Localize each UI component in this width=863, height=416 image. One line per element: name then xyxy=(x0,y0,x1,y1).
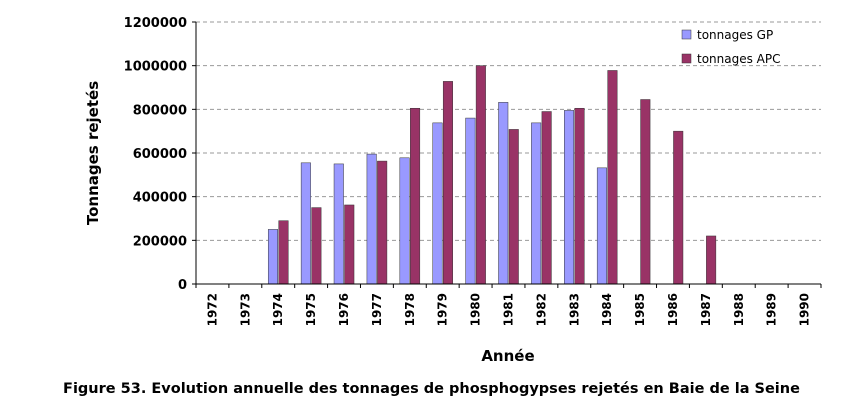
x-tick-label: 1983 xyxy=(567,293,581,326)
bar-gp-1974 xyxy=(267,229,278,285)
bar-apc-1982 xyxy=(541,111,552,285)
x-tick-label: 1987 xyxy=(699,293,713,326)
bar-apc-1984 xyxy=(607,70,618,285)
bar-gp-1979 xyxy=(432,122,443,285)
x-tick-label: 1976 xyxy=(337,293,351,326)
legend: tonnages GP tonnages APC xyxy=(681,28,781,66)
bar-gp-1981 xyxy=(498,102,509,285)
grid-lines xyxy=(196,21,821,241)
legend-swatch xyxy=(681,53,692,64)
x-tick-label: 1990 xyxy=(798,293,812,326)
bar-gp-1978 xyxy=(399,157,410,285)
y-axis-title: Tonnages rejetés xyxy=(84,81,102,225)
bar-gp-1977 xyxy=(366,153,377,285)
x-tick-label: 1974 xyxy=(271,293,285,326)
x-axis-title: Année xyxy=(481,347,534,365)
bar-chart: 020000040000060000080000010000001200000 … xyxy=(84,16,822,365)
x-tick-label: 1982 xyxy=(534,293,548,326)
x-tick-label: 1975 xyxy=(304,293,318,326)
bar-apc-1981 xyxy=(508,129,519,285)
x-tick-label: 1984 xyxy=(600,293,614,326)
bar-apc-1980 xyxy=(475,65,486,285)
bar-apc-1974 xyxy=(278,220,289,285)
bar-apc-1979 xyxy=(442,81,453,285)
x-tick-label: 1980 xyxy=(469,293,483,326)
bar-apc-1975 xyxy=(311,207,322,285)
bar-gp-1982 xyxy=(531,122,542,285)
bar-apc-1985 xyxy=(640,99,651,285)
x-tick-label: 1981 xyxy=(502,293,516,326)
x-tick-label: 1972 xyxy=(205,293,219,326)
y-tick-label: 1200000 xyxy=(124,16,187,31)
y-tick-label: 600000 xyxy=(133,147,187,162)
bar-apc-1983 xyxy=(574,107,585,285)
figure-caption: Figure 53. Evolution annuelle des tonnag… xyxy=(63,381,800,397)
x-tick-label: 1978 xyxy=(403,293,417,326)
bars xyxy=(267,65,717,285)
bar-gp-1984 xyxy=(596,167,607,285)
bar-gp-1980 xyxy=(465,117,476,285)
bar-apc-1977 xyxy=(377,160,388,285)
bar-apc-1976 xyxy=(344,204,355,285)
y-tick-label: 0 xyxy=(178,278,187,293)
bar-gp-1975 xyxy=(300,162,311,285)
bar-apc-1987 xyxy=(706,235,717,285)
legend-label: tonnages GP xyxy=(697,28,773,42)
legend-swatch xyxy=(681,29,692,40)
x-tick-label: 1979 xyxy=(436,293,450,326)
legend-label: tonnages APC xyxy=(697,52,781,66)
x-ticks: 1972 1973 1974 1975 1976 1977 1978 1979 1980 1981… xyxy=(195,284,822,326)
x-tick-label: 1985 xyxy=(633,293,647,326)
x-tick-label: 1989 xyxy=(765,293,779,326)
y-tick-label: 1000000 xyxy=(124,60,187,75)
x-tick-label: 1973 xyxy=(238,293,252,326)
bar-gp-1983 xyxy=(564,110,575,285)
bar-apc-1986 xyxy=(673,130,684,285)
y-tick-label: 400000 xyxy=(133,191,187,206)
x-tick-label: 1986 xyxy=(666,293,680,326)
x-tick-label: 1977 xyxy=(370,293,384,326)
bar-gp-1976 xyxy=(333,163,344,285)
y-tick-label: 800000 xyxy=(133,103,187,118)
bar-apc-1978 xyxy=(410,107,421,285)
y-tick-label: 200000 xyxy=(133,234,187,249)
x-tick-label: 1988 xyxy=(732,293,746,326)
y-ticks: 0 200000 400000 600000 800000 1000000 1200000 xyxy=(124,16,196,293)
